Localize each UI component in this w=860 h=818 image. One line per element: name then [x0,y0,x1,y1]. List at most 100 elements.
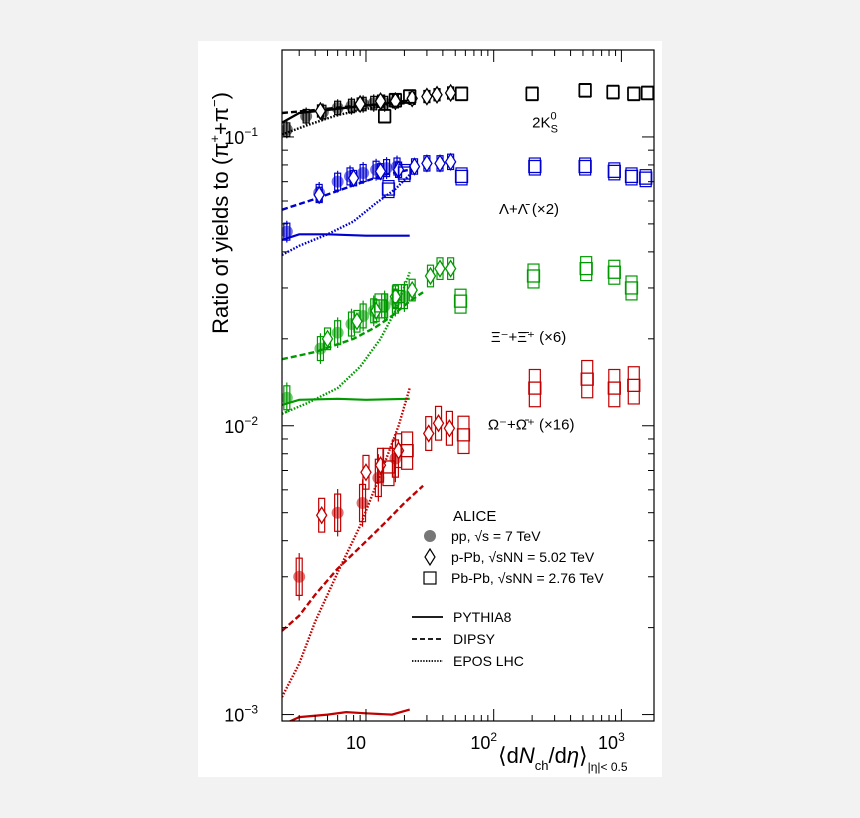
pbpb-point [525,87,539,101]
curve-epos-lambda [282,173,411,257]
syst-box [579,83,592,98]
pbpb-point [388,93,403,107]
ppb-point [443,419,456,438]
plot-frame [281,49,655,722]
series-label-omega: Ω⁻+Ω̄⁺ (×16) [488,417,575,434]
pbpb-point [624,169,639,184]
legend-model-text: EPOS LHC [453,653,524,669]
ppb-point [434,154,446,173]
pp-point [357,167,370,180]
pbpb-point [454,169,469,184]
syst-box [528,368,541,408]
pp-point [372,471,385,484]
pbpb-point [627,87,641,101]
ppb-point [421,87,433,106]
syst-box [627,366,640,405]
model-curves [282,99,424,721]
pbpb-point [526,269,541,283]
ppb-point [444,152,457,172]
syst-box [606,84,620,100]
pp-point [300,110,313,123]
pp-point [282,123,293,136]
pp-point [331,175,344,188]
pbpb-point [607,265,621,279]
pbpb-point [528,381,542,395]
ppb-point [351,312,363,331]
syst-box [454,288,467,314]
ppb-point [422,424,435,443]
curve-dipsy-xi [282,291,424,361]
legend-model-text: DIPSY [453,631,496,647]
ppb-point [374,162,387,181]
pbpb-point [381,182,396,196]
pbpb-point [606,85,620,99]
ppb-point [315,506,328,525]
legend-marker-ppb [424,547,436,567]
pbpb-point [456,428,471,442]
chart-panel: 10−1 10−2 10−3 10 102 103 2K0 S Λ+Λ̄ (×2) Ξ⁻+Ξ̄⁺… [198,41,662,777]
pp-point [293,570,306,583]
syst-box [581,359,594,399]
curve-dipsy-omega [282,484,424,632]
axes: 10−1 10−2 10−3 10 102 103 [224,49,654,753]
series-label-xi: Ξ⁻+Ξ̄⁺ (×6) [491,329,566,346]
syst-box [625,275,638,301]
legend-marker-pp [424,530,436,542]
legend-system-text: Pb-Pb, √sNN = 2.76 TeV [451,570,604,586]
pbpb-point [403,89,417,104]
pbpb-point [580,372,594,386]
pbpb-point [627,378,641,393]
ppb-point [406,280,418,300]
pbpb-point [607,164,621,179]
syst-box [580,256,593,282]
curve-epos-2k0s [282,100,410,136]
pbpb-point [397,166,412,180]
ppb-point [321,329,334,349]
ppb-point [432,414,445,433]
syst-box [455,86,468,102]
pp-point [282,225,293,238]
x-tick-label: 10 [346,733,366,753]
ppb-point [408,157,421,176]
ppb-point [347,168,360,188]
y-tick-label: 10−2 [224,414,258,437]
curve-epos-omega [282,387,411,698]
syst-box [457,415,470,455]
pp-point [331,506,344,519]
legend: ALICE pp, √s = 7 TeV p-Pb, √sNN = 5.02 TeV… [412,508,604,669]
pbpb-point [578,159,592,174]
syst-box [641,85,654,101]
pp-point [314,342,327,355]
ppb-point [360,463,372,482]
y-tick-label: 10−3 [224,703,258,726]
syst-box [526,86,539,102]
series-label-lambda: Λ+Λ̄ (×2) [499,201,559,218]
ppb-point [313,185,325,205]
x-axis-title: ⟨dNch/dη⟩|η|< 0.5 [498,743,628,774]
ppb-point [374,456,387,475]
pbpb-point [453,294,468,308]
x-tick-label: 103 [598,730,625,753]
pbpb-point [377,109,392,123]
series-label-2k0s: 2K0 S [532,110,558,135]
syst-box [527,263,540,289]
pbpb-point [578,83,592,97]
legend-system-text: pp, √s = 7 TeV [451,528,541,544]
syst-box [627,86,640,102]
y-tick-label: 10−1 [224,125,258,148]
ppb-point [314,101,327,121]
ppb-point [444,83,457,103]
pbpb-point [579,261,593,276]
curve-epos-xi [282,271,411,415]
pbpb-point [454,87,469,101]
syst-box [608,259,621,285]
legend-marker-pbpb [423,571,437,585]
series-labels: 2K0 S Λ+Λ̄ (×2) Ξ⁻+Ξ̄⁺ (×6) Ω⁻+Ω̄⁺ (×16) [488,110,575,433]
pbpb-point [391,289,406,304]
pbpb-point [640,86,654,100]
curve-pythia-lambda [282,233,410,241]
y-axis-label: Ratio of yields to (π++π−) [207,92,233,334]
pp-point [282,391,293,404]
legend-system-text: p-Pb, √sNN = 5.02 TeV [451,549,595,565]
pp-point [356,497,369,510]
